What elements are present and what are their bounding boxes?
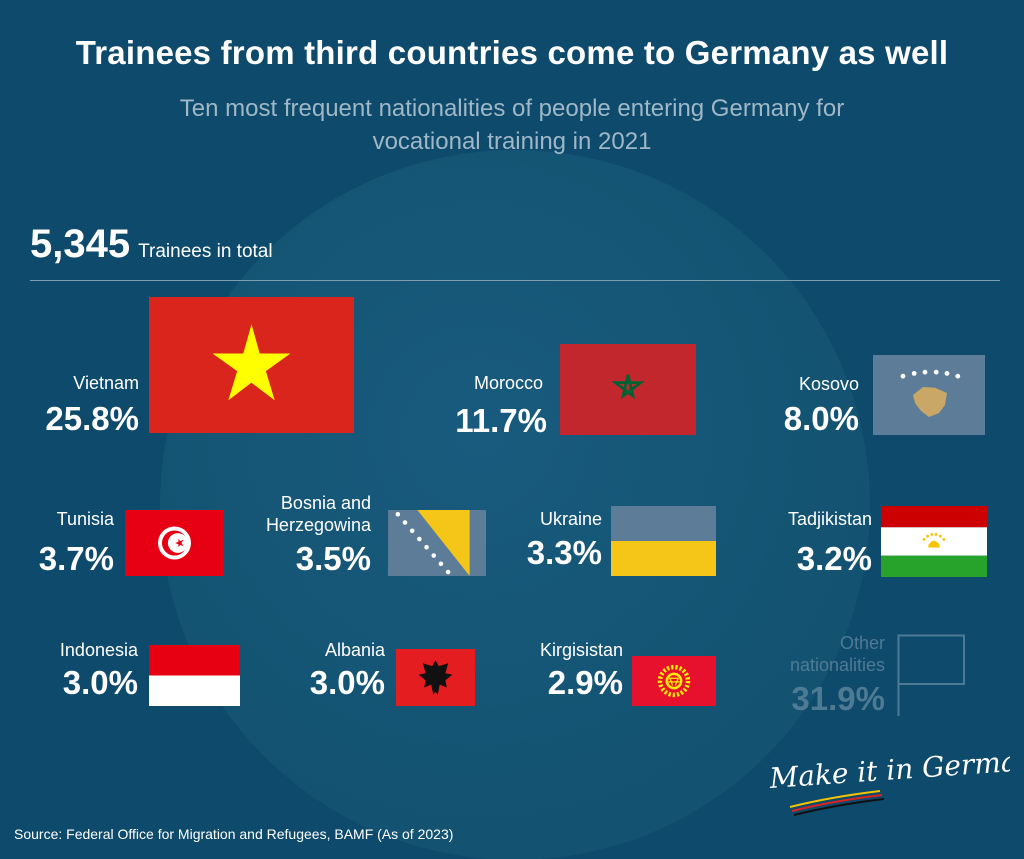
country-label: Indonesia — [59, 640, 138, 660]
make-it-in-germany-logo: Make it in Germany — [760, 742, 1024, 820]
morocco-flag — [560, 344, 696, 435]
tajikistan-flag — [881, 506, 987, 577]
bosnia-flag — [388, 510, 486, 576]
percentage-value: 3.2% — [796, 540, 872, 577]
svg-text:Make it in Germany: Make it in Germany — [767, 745, 1010, 795]
kyrgyzstan-flag — [632, 656, 716, 706]
chart-title: Trainees from third countries come to Ge… — [75, 34, 949, 71]
country-label: Albania — [324, 640, 385, 660]
chart-subtitle: Ten most frequent nationalities of peopl… — [179, 95, 845, 155]
blank-flag-icon — [897, 634, 967, 716]
background-globe — [160, 150, 870, 859]
source-note: Source: Federal Office for Migration and… — [14, 826, 454, 842]
percentage-value: 3.0% — [62, 664, 138, 701]
total-value: 5,345 — [30, 222, 131, 266]
kosovo-flag — [873, 355, 985, 435]
indonesia-flag — [149, 645, 240, 706]
percentage-value: 25.8% — [45, 400, 139, 437]
tunisia-flag — [125, 510, 224, 576]
divider-line — [30, 280, 1000, 281]
percentage-value: 2.9% — [547, 664, 623, 701]
country-label: Other nationalities — [789, 633, 885, 675]
country-label: Kirgisistan — [539, 640, 623, 660]
percentage-value: 3.0% — [309, 664, 385, 701]
country-label: Ukraine — [539, 509, 602, 529]
percentage-value: 11.7% — [455, 402, 547, 439]
country-label: Morocco — [473, 373, 543, 393]
ukraine-flag — [611, 506, 716, 576]
country-label: Tunisia — [56, 509, 114, 529]
percentage-value: 3.7% — [38, 540, 114, 577]
percentage-value: 31.9% — [791, 680, 885, 717]
vietnam-flag — [149, 297, 354, 433]
country-label: Kosovo — [798, 374, 859, 394]
country-label: Tadjikistan — [787, 509, 872, 529]
percentage-value: 8.0% — [783, 400, 859, 437]
percentage-value: 3.5% — [295, 540, 371, 577]
albania-flag — [396, 649, 475, 706]
country-label: Bosnia and Herzegowina — [265, 493, 371, 535]
total-label: Trainees in total — [138, 241, 273, 262]
percentage-value: 3.3% — [526, 534, 602, 571]
total-trainees: 5,345 Trainees in total — [30, 222, 273, 267]
country-label: Vietnam — [73, 373, 139, 393]
